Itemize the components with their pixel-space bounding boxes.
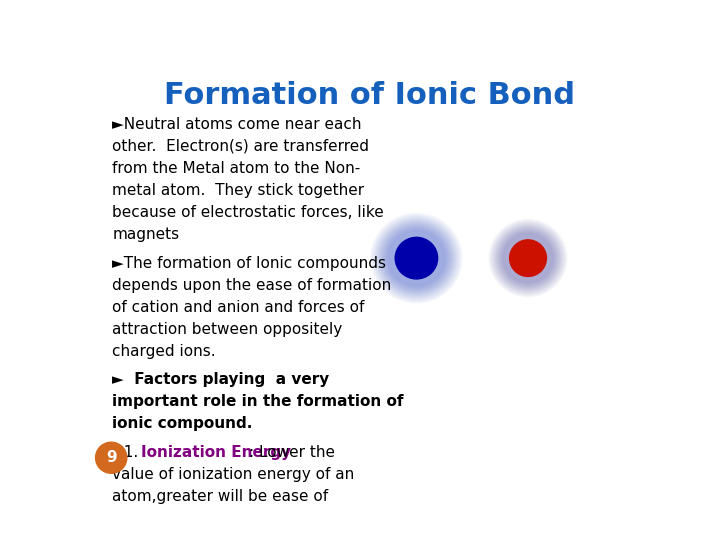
Ellipse shape	[500, 231, 556, 286]
Text: of cation and anion and forces of: of cation and anion and forces of	[112, 300, 365, 315]
Text: from the Metal atom to the Non-: from the Metal atom to the Non-	[112, 161, 361, 176]
Ellipse shape	[510, 240, 546, 276]
Ellipse shape	[503, 233, 553, 283]
Ellipse shape	[492, 223, 564, 293]
Ellipse shape	[496, 226, 560, 290]
Text: depends upon the ease of formation: depends upon the ease of formation	[112, 278, 392, 293]
Ellipse shape	[498, 228, 558, 288]
Text: : Lower the: : Lower the	[249, 445, 335, 460]
Ellipse shape	[492, 222, 564, 294]
Ellipse shape	[387, 229, 446, 287]
Ellipse shape	[382, 225, 451, 292]
Ellipse shape	[374, 217, 459, 300]
Ellipse shape	[375, 218, 458, 299]
Ellipse shape	[378, 221, 455, 296]
Text: ►1.: ►1.	[112, 445, 143, 460]
Ellipse shape	[384, 226, 449, 291]
Text: other.  Electron(s) are transferred: other. Electron(s) are transferred	[112, 139, 369, 154]
Text: value of ionization energy of an: value of ionization energy of an	[112, 467, 354, 482]
Ellipse shape	[384, 227, 449, 289]
Ellipse shape	[504, 234, 552, 282]
Text: ►  Factors playing  a very: ► Factors playing a very	[112, 373, 330, 387]
Text: ►Neutral atoms come near each: ►Neutral atoms come near each	[112, 117, 362, 132]
Ellipse shape	[386, 228, 447, 288]
Ellipse shape	[377, 220, 456, 297]
Text: charged ions.: charged ions.	[112, 344, 216, 359]
Ellipse shape	[501, 232, 554, 285]
Ellipse shape	[379, 221, 454, 295]
Ellipse shape	[395, 238, 438, 279]
Text: metal atom.  They stick together: metal atom. They stick together	[112, 183, 364, 198]
Text: ►The formation of Ionic compounds: ►The formation of Ionic compounds	[112, 255, 387, 271]
Ellipse shape	[382, 224, 451, 293]
Text: attraction between oppositely: attraction between oppositely	[112, 322, 343, 337]
Ellipse shape	[493, 224, 562, 293]
Ellipse shape	[388, 230, 445, 286]
Ellipse shape	[503, 233, 554, 284]
Ellipse shape	[500, 230, 557, 286]
Text: Ionization Energy: Ionization Energy	[141, 445, 292, 460]
Ellipse shape	[376, 219, 456, 298]
Text: because of electrostatic forces, like: because of electrostatic forces, like	[112, 205, 384, 220]
Text: Formation of Ionic Bond: Formation of Ionic Bond	[163, 82, 575, 111]
Ellipse shape	[96, 442, 127, 473]
Ellipse shape	[497, 227, 559, 289]
Ellipse shape	[495, 226, 561, 291]
Ellipse shape	[499, 229, 557, 287]
Ellipse shape	[495, 225, 562, 292]
Text: magnets: magnets	[112, 227, 179, 242]
Ellipse shape	[389, 231, 444, 285]
Text: atom,greater will be ease of: atom,greater will be ease of	[112, 489, 328, 504]
Text: important role in the formation of: important role in the formation of	[112, 394, 404, 409]
Text: 9: 9	[106, 450, 117, 465]
FancyBboxPatch shape	[86, 62, 652, 483]
Text: ionic compound.: ionic compound.	[112, 416, 253, 431]
Ellipse shape	[380, 222, 453, 294]
